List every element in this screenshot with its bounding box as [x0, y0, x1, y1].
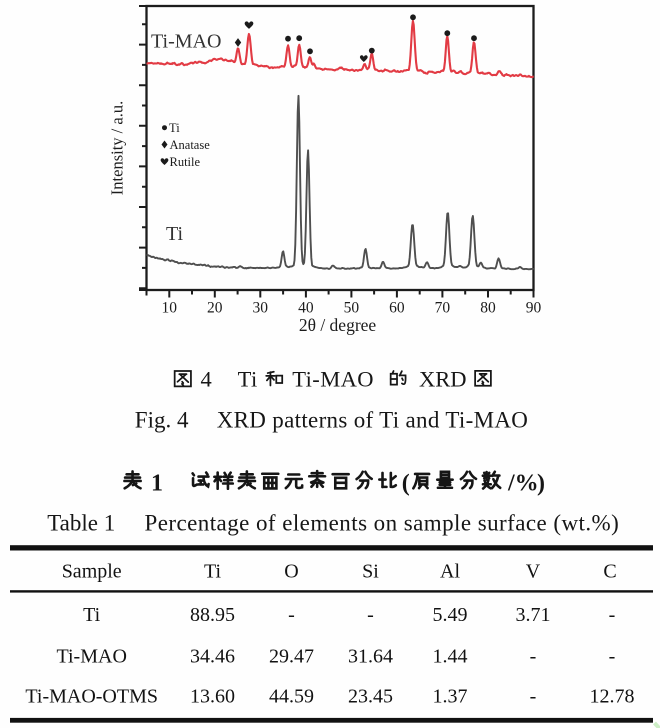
svg-text:12.78: 12.78 — [590, 685, 635, 707]
svg-text:60: 60 — [389, 300, 405, 317]
svg-text:Anatase: Anatase — [170, 138, 211, 152]
svg-text:/%: /% — [507, 471, 539, 497]
svg-text:90: 90 — [526, 300, 542, 317]
svg-text:50: 50 — [344, 300, 360, 317]
svg-text:XRD: XRD — [419, 367, 467, 392]
svg-text:Ti: Ti — [83, 604, 101, 626]
svg-text:(: ( — [402, 471, 410, 497]
svg-text:Intensity / a.u.: Intensity / a.u. — [107, 101, 126, 195]
svg-text:Ti-MAO-OTMS: Ti-MAO-OTMS — [25, 685, 158, 707]
svg-text:1.44: 1.44 — [433, 646, 468, 668]
svg-text:1: 1 — [151, 471, 163, 497]
svg-text:1.37: 1.37 — [433, 685, 468, 707]
svg-text:29.47: 29.47 — [269, 646, 314, 668]
svg-text:O: O — [284, 561, 298, 583]
svg-text:-: - — [530, 646, 537, 668]
svg-text:-: - — [609, 646, 616, 668]
svg-text:Ti-MAO: Ti-MAO — [292, 367, 374, 392]
svg-text:44.59: 44.59 — [269, 685, 314, 707]
svg-text:30: 30 — [253, 300, 269, 317]
svg-text:3.71: 3.71 — [516, 604, 551, 626]
svg-text:5.49: 5.49 — [433, 604, 468, 626]
svg-text:88.95: 88.95 — [190, 604, 235, 626]
svg-text:34.46: 34.46 — [190, 646, 235, 668]
svg-text:Ti: Ti — [169, 121, 180, 135]
svg-text:Ti: Ti — [238, 367, 258, 392]
svg-text:31.64: 31.64 — [348, 646, 393, 668]
svg-text:Al: Al — [440, 561, 460, 583]
svg-text:Ti-MAO: Ti-MAO — [56, 646, 126, 668]
svg-text:-: - — [367, 604, 374, 626]
svg-text:C: C — [603, 561, 616, 583]
svg-text:Percentage of elements on samp: Percentage of elements on sample surface… — [145, 510, 620, 535]
svg-text:Table 1: Table 1 — [47, 510, 115, 535]
svg-text:20: 20 — [207, 300, 223, 317]
svg-text:Ti-MAO: Ti-MAO — [151, 31, 221, 53]
svg-text:Rutile: Rutile — [170, 155, 201, 169]
svg-text:-: - — [530, 685, 537, 707]
svg-text:-: - — [288, 604, 295, 626]
svg-text:Fig. 4: Fig. 4 — [135, 407, 189, 432]
svg-text:10: 10 — [162, 300, 178, 317]
svg-text:Ti: Ti — [166, 223, 184, 245]
svg-text:): ) — [537, 471, 545, 497]
svg-text:-: - — [609, 604, 616, 626]
svg-text:2θ / degree: 2θ / degree — [299, 315, 377, 335]
svg-text:13.60: 13.60 — [190, 685, 235, 707]
svg-text:70: 70 — [435, 300, 451, 317]
svg-text:40: 40 — [298, 300, 314, 317]
svg-text:Ti: Ti — [204, 561, 222, 583]
svg-text:Sample: Sample — [62, 561, 122, 583]
svg-text:XRD patterns of Ti and Ti-MAO: XRD patterns of Ti and Ti-MAO — [217, 407, 529, 432]
svg-text:80: 80 — [480, 300, 496, 317]
svg-text:V: V — [526, 561, 541, 583]
svg-text:Si: Si — [362, 561, 379, 583]
svg-text:23.45: 23.45 — [348, 685, 393, 707]
svg-text:4: 4 — [200, 367, 212, 392]
